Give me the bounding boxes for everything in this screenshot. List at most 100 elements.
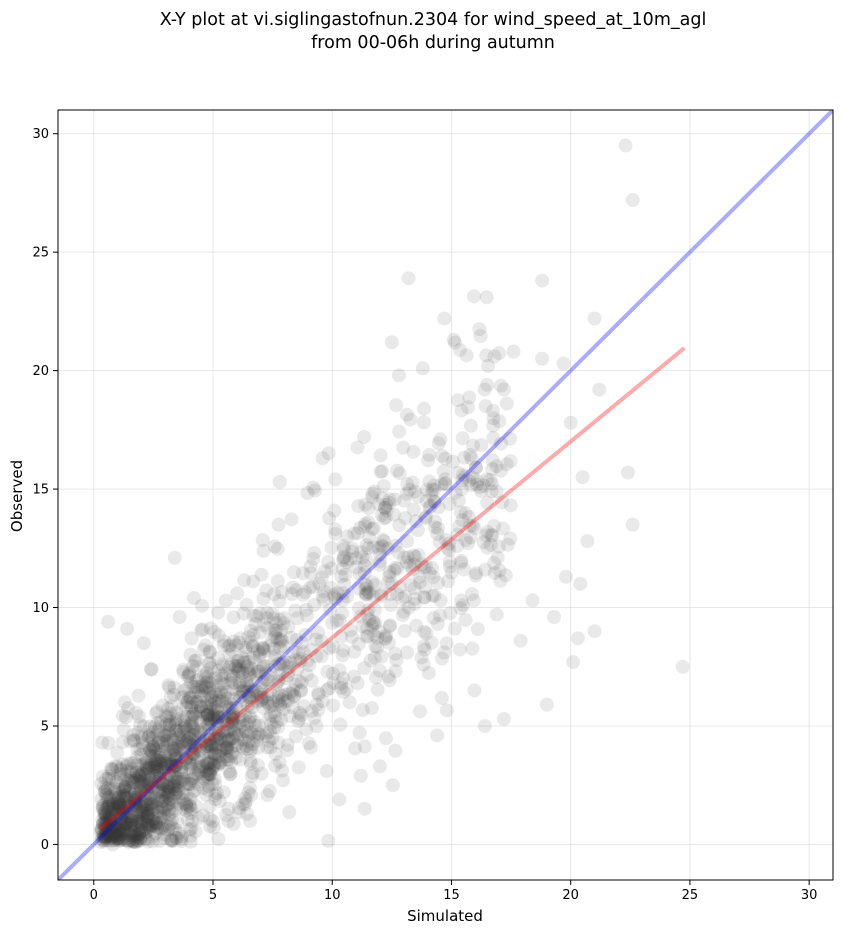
scatter-point	[178, 737, 193, 752]
scatter-point	[246, 682, 261, 697]
scatter-point	[152, 755, 167, 770]
scatter-point	[139, 758, 154, 773]
scatter-point	[359, 552, 374, 567]
scatter-point	[274, 623, 289, 638]
scatter-point	[152, 771, 167, 786]
scatter-point	[206, 703, 221, 718]
scatter-point	[252, 645, 267, 660]
scatter-point	[144, 731, 159, 746]
scatter-point	[119, 783, 134, 798]
scatter-point	[223, 749, 238, 764]
scatter-point	[210, 708, 225, 723]
scatter-point	[148, 799, 163, 814]
scatter-point	[145, 814, 160, 829]
scatter-point	[112, 806, 127, 821]
scatter-point	[470, 621, 485, 636]
scatter-point	[167, 763, 182, 778]
scatter-point	[241, 654, 256, 669]
scatter-point	[272, 594, 287, 609]
scatter-point	[237, 573, 252, 588]
scatter-point	[162, 780, 177, 795]
scatter-point	[163, 714, 178, 729]
scatter-point	[242, 780, 257, 795]
scatter-point	[200, 707, 215, 722]
scatter-point	[437, 311, 452, 326]
scatter-point	[322, 641, 337, 656]
scatter-point	[117, 805, 132, 820]
scatter-point	[573, 576, 588, 591]
scatter-point	[170, 815, 185, 830]
scatter-point	[182, 798, 197, 813]
scatter-point	[379, 628, 394, 643]
scatter-point	[125, 813, 140, 828]
one-to-one-line	[58, 110, 833, 880]
scatter-point	[485, 462, 500, 477]
scatter-point	[106, 809, 121, 824]
scatter-point	[167, 759, 182, 774]
scatter-point	[140, 779, 155, 794]
scatter-point	[506, 344, 521, 359]
scatter-point	[141, 778, 156, 793]
scatter-point	[152, 768, 167, 783]
scatter-point	[120, 756, 135, 771]
scatter-point	[122, 833, 137, 848]
scatter-point	[131, 688, 146, 703]
scatter-point	[315, 694, 330, 709]
scatter-point	[94, 829, 109, 844]
scatter-point	[240, 698, 255, 713]
scatter-point	[130, 758, 145, 773]
scatter-point	[205, 739, 220, 754]
scatter-point	[117, 788, 132, 803]
scatter-point	[96, 797, 111, 812]
scatter-point	[130, 817, 145, 832]
scatter-point	[132, 769, 147, 784]
scatter-point	[116, 722, 131, 737]
scatter-point	[309, 719, 324, 734]
scatter-point	[152, 833, 167, 848]
scatter-point	[219, 734, 234, 749]
scatter-point	[480, 524, 495, 539]
scatter-point	[489, 607, 504, 622]
scatter-point	[428, 514, 443, 529]
scatter-point	[167, 550, 182, 565]
scatter-point	[465, 641, 480, 656]
scatter-point	[306, 551, 321, 566]
scatter-point	[208, 737, 223, 752]
scatter-point	[164, 754, 179, 769]
scatter-point	[137, 768, 152, 783]
y-axis-label: Observed	[8, 460, 26, 532]
scatter-point	[358, 581, 373, 596]
scatter-point	[245, 650, 260, 665]
scatter-point	[143, 766, 158, 781]
scatter-point	[462, 518, 477, 533]
scatter-point	[129, 833, 144, 848]
scatter-point	[142, 727, 157, 742]
scatter-point	[535, 273, 550, 288]
scatter-point	[411, 548, 426, 563]
scatter-point	[128, 803, 143, 818]
scatter-point	[386, 507, 401, 522]
scatter-point	[151, 785, 166, 800]
scatter-point	[269, 714, 284, 729]
scatter-point	[148, 756, 163, 771]
scatter-point	[97, 784, 112, 799]
scatter-point	[191, 777, 206, 792]
scatter-point	[167, 747, 182, 762]
scatter-point	[410, 523, 425, 538]
scatter-point	[222, 700, 237, 715]
scatter-point	[256, 691, 271, 706]
scatter-point	[110, 745, 125, 760]
scatter-point	[202, 655, 217, 670]
scatter-point	[175, 786, 190, 801]
scatter-point	[274, 585, 289, 600]
scatter-point	[283, 655, 298, 670]
scatter-point	[435, 448, 450, 463]
scatter-point	[301, 736, 316, 751]
scatter-point	[219, 741, 234, 756]
scatter-point	[118, 816, 133, 831]
scatter-point	[242, 813, 257, 828]
scatter-point	[132, 768, 147, 783]
scatter-point	[197, 733, 212, 748]
scatter-point	[442, 496, 457, 511]
scatter-point	[393, 579, 408, 594]
